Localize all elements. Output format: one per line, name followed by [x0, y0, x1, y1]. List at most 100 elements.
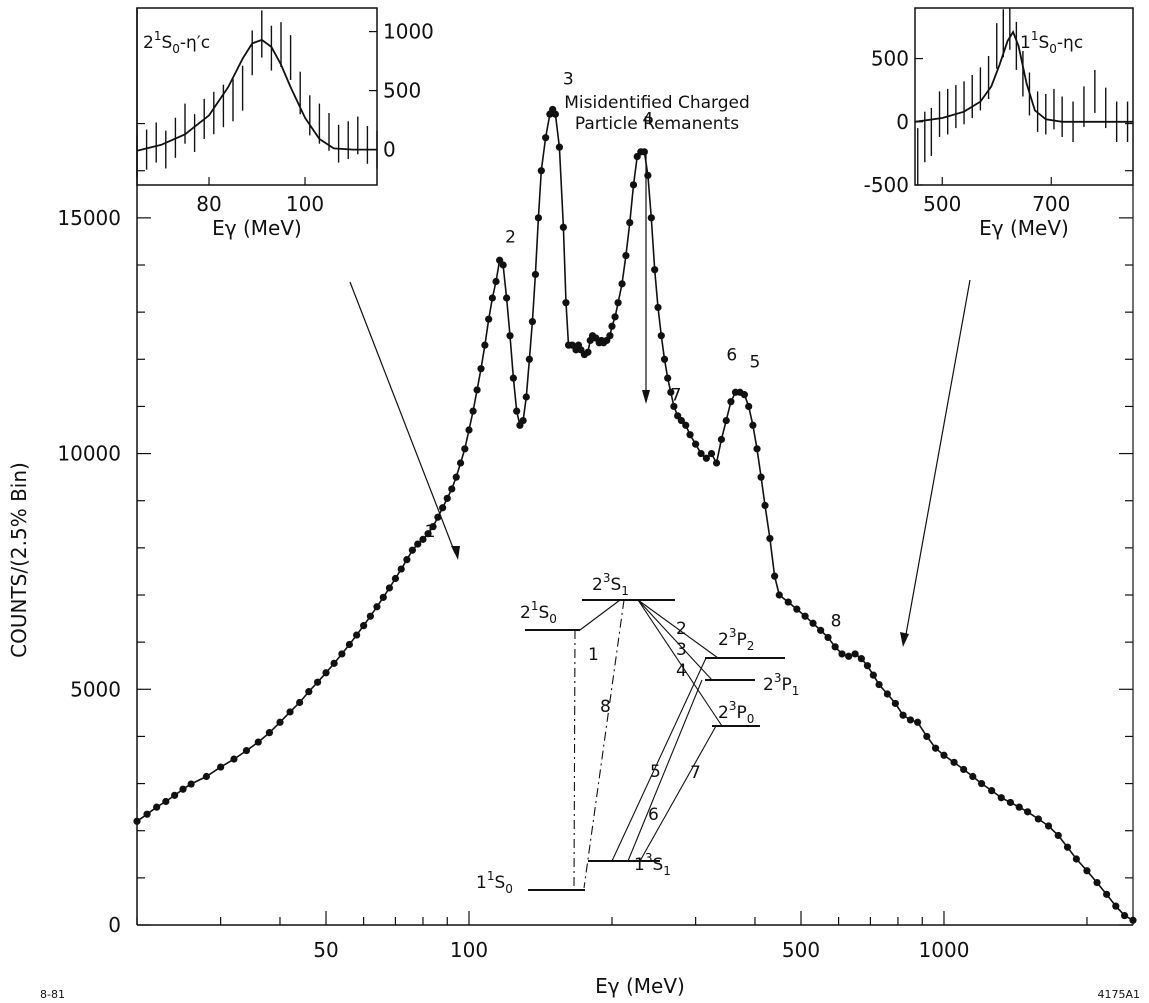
inset-left-y-tick-label-1: 500 — [383, 79, 421, 103]
data-point — [923, 732, 931, 741]
data-point — [525, 355, 533, 363]
data-point — [1129, 916, 1137, 924]
data-point — [171, 791, 179, 799]
data-point — [899, 711, 907, 719]
data-point — [477, 365, 485, 373]
data-point — [611, 313, 619, 321]
transition-5 — [627, 679, 703, 862]
peak-label-4: 4 — [642, 110, 653, 130]
data-point — [845, 652, 853, 660]
data-point — [534, 214, 543, 222]
transition-label-3: 3 — [676, 640, 687, 660]
data-point — [831, 643, 839, 651]
data-point — [513, 407, 521, 415]
data-point — [562, 299, 570, 307]
level-label-2-3P0: 23​P0​ — [718, 699, 754, 726]
data-point — [338, 650, 346, 658]
data-point — [950, 758, 958, 766]
data-point — [1015, 803, 1023, 811]
data-point — [242, 746, 251, 755]
data-point — [851, 650, 859, 658]
data-point — [960, 765, 968, 774]
data-point — [817, 626, 825, 634]
data-point — [614, 299, 622, 307]
data-point — [1006, 798, 1015, 807]
data-point — [551, 110, 559, 118]
x-axis-label: Eγ (MeV) — [595, 974, 685, 998]
data-point — [276, 718, 284, 726]
data-point — [330, 659, 338, 667]
transition-1 — [637, 599, 719, 659]
transition-label-5: 5 — [650, 762, 661, 782]
data-point — [883, 690, 891, 698]
data-point — [313, 678, 322, 686]
data-point — [838, 650, 846, 658]
data-point — [771, 572, 779, 580]
data-point — [503, 294, 511, 302]
data-point — [667, 388, 675, 396]
data-point — [473, 386, 481, 394]
data-point — [988, 787, 996, 795]
data-point — [265, 729, 274, 737]
data-point — [677, 416, 685, 425]
y-tick-label-2: 10000 — [57, 442, 121, 466]
data-point — [322, 669, 330, 677]
data-point — [509, 374, 517, 382]
inset-left-x-tick-label-1: 100 — [286, 192, 324, 216]
data-point — [712, 459, 721, 467]
data-point — [869, 671, 877, 679]
level-label-1-3S1: 13​S1​ — [634, 851, 671, 878]
data-point — [622, 251, 630, 260]
y-tick-label-3: 15000 — [57, 206, 121, 230]
data-point — [296, 698, 304, 707]
transition-2 — [637, 599, 713, 681]
data-point — [801, 612, 809, 620]
data-point — [629, 181, 638, 189]
data-point — [644, 171, 652, 180]
peak-label-6: 6 — [726, 345, 737, 365]
inset-left-y-tick-label-0: 0 — [383, 138, 396, 162]
data-point — [697, 449, 705, 458]
data-point — [391, 574, 400, 583]
peak-label-7: 7 — [671, 385, 682, 405]
data-point — [456, 459, 465, 467]
data-point — [749, 421, 757, 429]
inset-right-y-tick-label-0: -500 — [864, 173, 909, 197]
data-point — [647, 214, 655, 222]
left-inset-arrow — [349, 281, 456, 554]
inset-left-x-tick-label-0: 80 — [196, 192, 221, 216]
transition-label-4: 4 — [676, 661, 687, 681]
data-point — [1103, 890, 1111, 898]
data-point — [439, 504, 447, 512]
data-point — [977, 779, 986, 788]
y-tick-label-1: 5000 — [70, 677, 121, 701]
peak-label-8: 8 — [831, 612, 842, 632]
data-point — [305, 688, 313, 696]
data-point — [179, 785, 187, 793]
transition-4 — [611, 657, 707, 862]
transition-label-2: 2 — [676, 619, 687, 639]
inset-right-y-tick-label-1: 0 — [896, 110, 909, 134]
data-point — [824, 633, 832, 642]
data-point — [784, 598, 792, 606]
inset-left-title: 21​S0​-η′c — [143, 29, 210, 56]
data-point — [254, 738, 262, 746]
transition-label-6: 6 — [648, 805, 659, 825]
data-point — [757, 473, 765, 481]
data-point — [469, 407, 477, 415]
peak-label-3: 3 — [563, 70, 574, 90]
inset-right-y-tick-label-2: 500 — [871, 47, 909, 71]
data-point — [217, 763, 225, 771]
level-label-2-3P2: 23​P2​ — [718, 626, 754, 653]
data-point — [670, 402, 678, 411]
right-inset-arrowhead — [900, 632, 909, 647]
inset-left-fit-line — [136, 38, 377, 152]
data-point — [740, 391, 748, 399]
data-point — [906, 716, 915, 724]
annotation-line2: Particle Remanents — [575, 114, 739, 134]
data-point — [345, 640, 353, 649]
data-point — [1024, 808, 1032, 816]
data-point — [542, 134, 550, 142]
data-point — [664, 374, 672, 382]
data-point — [187, 780, 195, 788]
